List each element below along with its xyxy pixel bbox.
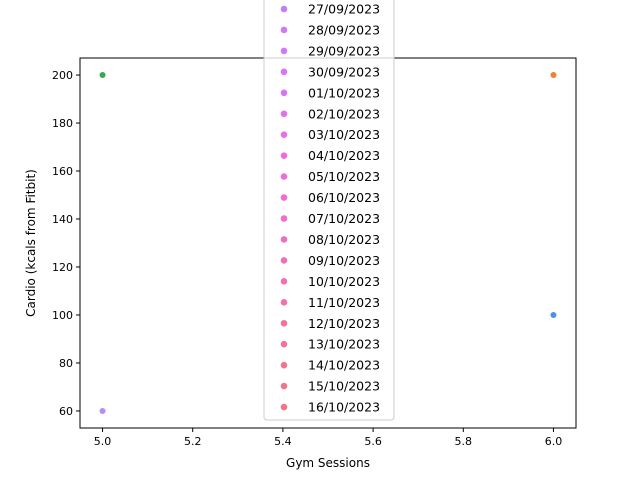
legend-marker <box>280 173 288 180</box>
legend-marker <box>280 5 288 13</box>
x-tick-label: 5.6 <box>364 435 382 448</box>
legend-items: 27/09/2023 28/09/2023 29/09/2023 30/09/2023… <box>280 2 380 415</box>
x-tick-label: 6.0 <box>545 435 563 448</box>
y-axis: 60 80 100 120 140 160 180 200 <box>52 69 80 418</box>
y-tick-label: 200 <box>52 69 73 82</box>
legend-marker <box>280 89 288 97</box>
y-tick-label: 80 <box>59 357 73 370</box>
legend-marker <box>280 319 288 327</box>
legend-marker <box>280 47 288 55</box>
legend-marker <box>280 361 288 369</box>
legend-frame <box>263 0 395 421</box>
legend-marker <box>280 110 288 118</box>
legend-marker <box>280 299 288 306</box>
legend-label: 16/10/2023 <box>308 400 380 415</box>
legend: 27/09/2023 28/09/2023 29/09/2023 30/09/2023… <box>263 0 395 421</box>
legend-label: 06/10/2023 <box>308 190 380 205</box>
y-tick-label: 160 <box>52 165 73 178</box>
legend-label: 28/09/2023 <box>308 22 380 37</box>
legend-marker <box>280 403 288 411</box>
legend-label: 08/10/2023 <box>308 232 380 247</box>
y-tick-label: 120 <box>52 261 73 274</box>
data-point <box>549 311 558 319</box>
y-axis-label: Cardio (kcals from Fitbit) <box>24 169 38 317</box>
data-point <box>549 71 558 79</box>
legend-label: 27/09/2023 <box>308 2 380 17</box>
data-point <box>98 71 107 79</box>
x-tick-label: 5.2 <box>184 435 202 448</box>
legend-marker <box>280 340 288 348</box>
points-layer <box>98 71 558 415</box>
y-tick-label: 140 <box>52 213 73 226</box>
y-tick-label: 100 <box>52 309 73 322</box>
legend-label: 15/10/2023 <box>308 379 380 394</box>
legend-label: 05/10/2023 <box>308 169 380 184</box>
legend-label: 13/10/2023 <box>308 337 380 352</box>
legend-label: 12/10/2023 <box>308 316 380 331</box>
data-point <box>98 407 107 415</box>
legend-marker <box>280 194 288 201</box>
legend-label: 07/10/2023 <box>308 211 380 226</box>
legend-marker <box>280 68 288 76</box>
legend-marker <box>280 215 288 222</box>
x-tick-label: 5.4 <box>274 435 292 448</box>
legend-marker <box>280 152 288 159</box>
legend-label: 01/10/2023 <box>308 85 380 100</box>
legend-label: 03/10/2023 <box>308 127 380 142</box>
legend-label: 30/09/2023 <box>308 64 380 79</box>
x-axis: 5.0 5.2 5.4 5.6 5.8 6.0 <box>94 428 562 448</box>
x-tick-label: 5.0 <box>94 435 112 448</box>
y-tick-label: 180 <box>52 117 73 130</box>
legend-label: 02/10/2023 <box>308 106 380 121</box>
legend-marker <box>280 257 288 264</box>
legend-marker <box>280 26 288 34</box>
legend-label: 29/09/2023 <box>308 43 380 58</box>
legend-label: 10/10/2023 <box>308 274 380 289</box>
x-tick-label: 5.8 <box>455 435 473 448</box>
legend-label: 11/10/2023 <box>308 295 380 310</box>
y-tick-label: 60 <box>59 405 73 418</box>
legend-label: 09/10/2023 <box>308 253 380 268</box>
legend-marker <box>280 278 288 285</box>
legend-marker <box>280 382 288 390</box>
legend-marker <box>280 131 288 138</box>
x-axis-label: Gym Sessions <box>286 456 370 470</box>
legend-label: 14/10/2023 <box>308 358 380 373</box>
legend-label: 04/10/2023 <box>308 148 380 163</box>
legend-marker <box>280 236 288 243</box>
